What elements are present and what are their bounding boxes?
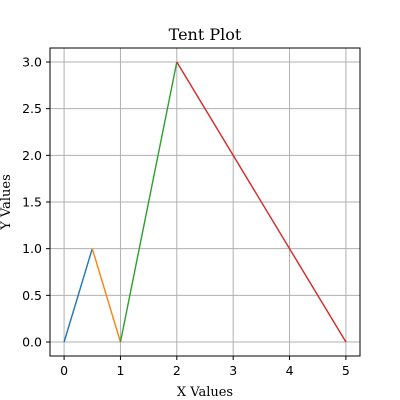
y-tick-label: 0.5 bbox=[22, 288, 42, 303]
series-line-2 bbox=[91, 248, 122, 343]
y-tick-label: 1.0 bbox=[22, 241, 42, 256]
y-tick-label: 2.5 bbox=[22, 101, 42, 116]
y-tick-label: 3.0 bbox=[22, 55, 42, 70]
y-axis-label: Y Values bbox=[0, 174, 14, 231]
series-line-1 bbox=[63, 248, 93, 343]
axis-ticks: 0 1 2 3 4 5 0.0 0.5 1.0 1.5 2.0 2.5 3.0 bbox=[22, 55, 350, 379]
y-tick-label: 2.0 bbox=[22, 148, 42, 163]
x-tick-label: 3 bbox=[229, 363, 237, 378]
x-tick-label: 5 bbox=[342, 363, 350, 378]
x-tick-label: 2 bbox=[173, 363, 181, 378]
y-tick-label: 0.0 bbox=[22, 335, 42, 350]
series-line-4 bbox=[176, 61, 347, 343]
x-axis-label: X Values bbox=[177, 385, 233, 400]
x-tick-label: 0 bbox=[60, 363, 68, 378]
chart-title: Tent Plot bbox=[169, 25, 242, 44]
series-lines bbox=[63, 61, 347, 343]
series-line-3 bbox=[119, 61, 178, 343]
grid bbox=[50, 48, 360, 356]
y-tick-label: 1.5 bbox=[22, 195, 42, 210]
x-tick-label: 4 bbox=[286, 363, 294, 378]
x-tick-label: 1 bbox=[116, 363, 124, 378]
